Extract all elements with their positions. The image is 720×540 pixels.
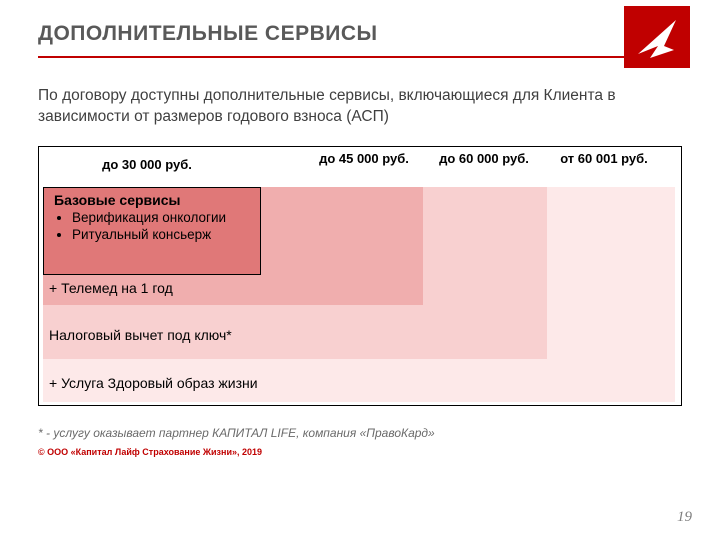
tier-header-3: до 60 000 руб. [439,151,529,167]
tier-header-2: до 45 000 руб. [319,151,409,167]
brand-logo [624,6,690,68]
tier3-addon: Налоговый вычет под ключ* [49,327,232,343]
tier-diagram: до 30 000 руб. до 45 000 руб. до 60 000 … [38,146,682,406]
tier-header-1: до 30 000 руб. [67,157,227,173]
title-rule [38,56,682,58]
intro-text: По договору доступны дополнительные серв… [38,86,682,128]
tier2-addon: + Телемед на 1 год [49,280,173,296]
base-item-2: Ритуальный консьерж [72,227,252,244]
base-item-1: Верификация онкологии [72,210,252,227]
slide-title: ДОПОЛНИТЕЛЬНЫЕ СЕРВИСЫ [38,22,682,46]
page-number: 19 [677,509,692,526]
footnote: * - услугу оказывает партнер КАПИТАЛ LIF… [38,426,478,442]
tier-header-row: до 30 000 руб. до 45 000 руб. до 60 000 … [39,147,681,187]
copyright: © ООО «Капитал Лайф Страхование Жизни», … [38,447,682,457]
tier-header-4: от 60 001 руб. [559,151,649,167]
base-services-title: Базовые сервисы [54,192,252,208]
tier-layer-1: Базовые сервисы Верификация онкологии Ри… [43,187,261,275]
tier4-addon: + Услуга Здоровый образ жизни [49,375,258,391]
